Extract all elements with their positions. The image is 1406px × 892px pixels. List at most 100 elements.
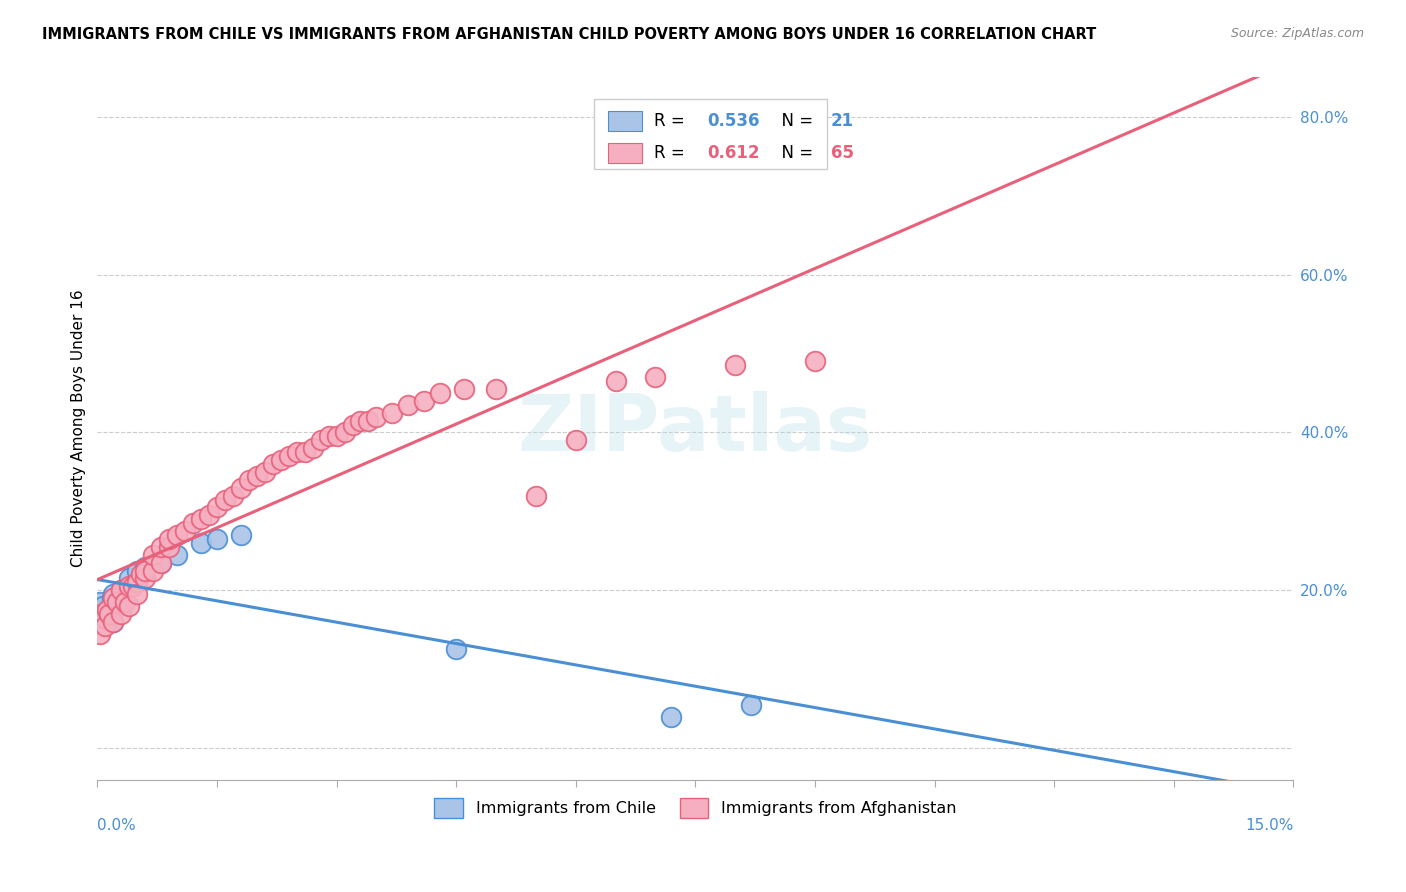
Point: [644, 370, 666, 384]
Point: [103, 591, 125, 606]
Point: [129, 567, 152, 582]
Point: [134, 564, 156, 578]
Point: [118, 599, 141, 613]
FancyBboxPatch shape: [593, 98, 827, 169]
Point: [214, 492, 236, 507]
FancyBboxPatch shape: [607, 112, 641, 131]
Point: [285, 445, 308, 459]
Point: [724, 359, 747, 373]
Point: [90, 607, 112, 621]
Point: [110, 583, 132, 598]
Point: [301, 442, 323, 456]
Point: [134, 571, 156, 585]
Point: [190, 536, 212, 550]
Point: [413, 393, 436, 408]
Text: 0.0%: 0.0%: [97, 818, 136, 833]
Point: [262, 457, 284, 471]
Point: [309, 434, 332, 448]
Point: [524, 489, 547, 503]
Text: N =: N =: [770, 145, 818, 162]
Text: 0.536: 0.536: [707, 112, 759, 130]
Point: [453, 382, 475, 396]
Text: R =: R =: [654, 145, 689, 162]
Point: [804, 354, 827, 368]
Text: 21: 21: [831, 112, 853, 130]
Point: [103, 587, 125, 601]
Point: [91, 599, 114, 613]
Point: [277, 449, 299, 463]
Point: [605, 374, 627, 388]
Point: [253, 465, 276, 479]
Point: [90, 603, 112, 617]
Point: [150, 556, 173, 570]
Point: [157, 540, 180, 554]
Point: [181, 516, 204, 531]
Point: [127, 587, 149, 601]
Point: [366, 409, 388, 424]
Text: 0.612: 0.612: [707, 145, 759, 162]
Text: N =: N =: [770, 112, 818, 130]
Point: [229, 528, 252, 542]
Text: ZIPatlas: ZIPatlas: [517, 391, 873, 467]
Point: [342, 417, 364, 432]
Point: [142, 548, 165, 562]
Point: [127, 564, 149, 578]
Text: IMMIGRANTS FROM CHILE VS IMMIGRANTS FROM AFGHANISTAN CHILD POVERTY AMONG BOYS UN: IMMIGRANTS FROM CHILE VS IMMIGRANTS FROM…: [42, 27, 1097, 42]
Legend: Immigrants from Chile, Immigrants from Afghanistan: Immigrants from Chile, Immigrants from A…: [427, 792, 963, 824]
Point: [246, 468, 269, 483]
Point: [96, 607, 118, 621]
Point: [222, 489, 245, 503]
Point: [89, 626, 111, 640]
Point: [118, 571, 141, 585]
Point: [381, 406, 404, 420]
Text: Source: ZipAtlas.com: Source: ZipAtlas.com: [1230, 27, 1364, 40]
Point: [98, 603, 121, 617]
Point: [198, 508, 221, 523]
Point: [565, 434, 588, 448]
Point: [98, 607, 121, 621]
FancyBboxPatch shape: [607, 144, 641, 163]
Point: [166, 548, 188, 562]
Point: [396, 398, 419, 412]
Point: [429, 386, 451, 401]
Point: [89, 595, 111, 609]
Point: [150, 540, 173, 554]
Point: [96, 603, 118, 617]
Point: [127, 575, 149, 590]
Point: [166, 528, 188, 542]
Point: [325, 429, 347, 443]
Point: [349, 414, 371, 428]
Point: [444, 642, 467, 657]
Point: [114, 595, 136, 609]
Point: [294, 445, 316, 459]
Point: [740, 698, 762, 712]
Point: [110, 583, 132, 598]
Point: [93, 611, 115, 625]
Point: [333, 425, 356, 440]
Text: R =: R =: [654, 112, 689, 130]
Point: [150, 556, 173, 570]
Point: [94, 619, 117, 633]
Point: [318, 429, 340, 443]
Point: [205, 532, 228, 546]
Point: [238, 473, 260, 487]
Point: [190, 512, 212, 526]
Point: [270, 453, 292, 467]
Point: [103, 615, 125, 629]
Point: [229, 481, 252, 495]
Point: [661, 709, 683, 723]
Point: [105, 595, 128, 609]
Point: [103, 615, 125, 629]
Point: [205, 500, 228, 515]
Point: [157, 532, 180, 546]
Point: [174, 524, 197, 538]
Point: [485, 382, 508, 396]
Point: [142, 564, 165, 578]
Point: [118, 579, 141, 593]
Point: [122, 579, 145, 593]
Point: [134, 559, 156, 574]
Text: 65: 65: [831, 145, 853, 162]
Text: 15.0%: 15.0%: [1244, 818, 1294, 833]
Y-axis label: Child Poverty Among Boys Under 16: Child Poverty Among Boys Under 16: [72, 290, 86, 567]
Point: [357, 414, 380, 428]
